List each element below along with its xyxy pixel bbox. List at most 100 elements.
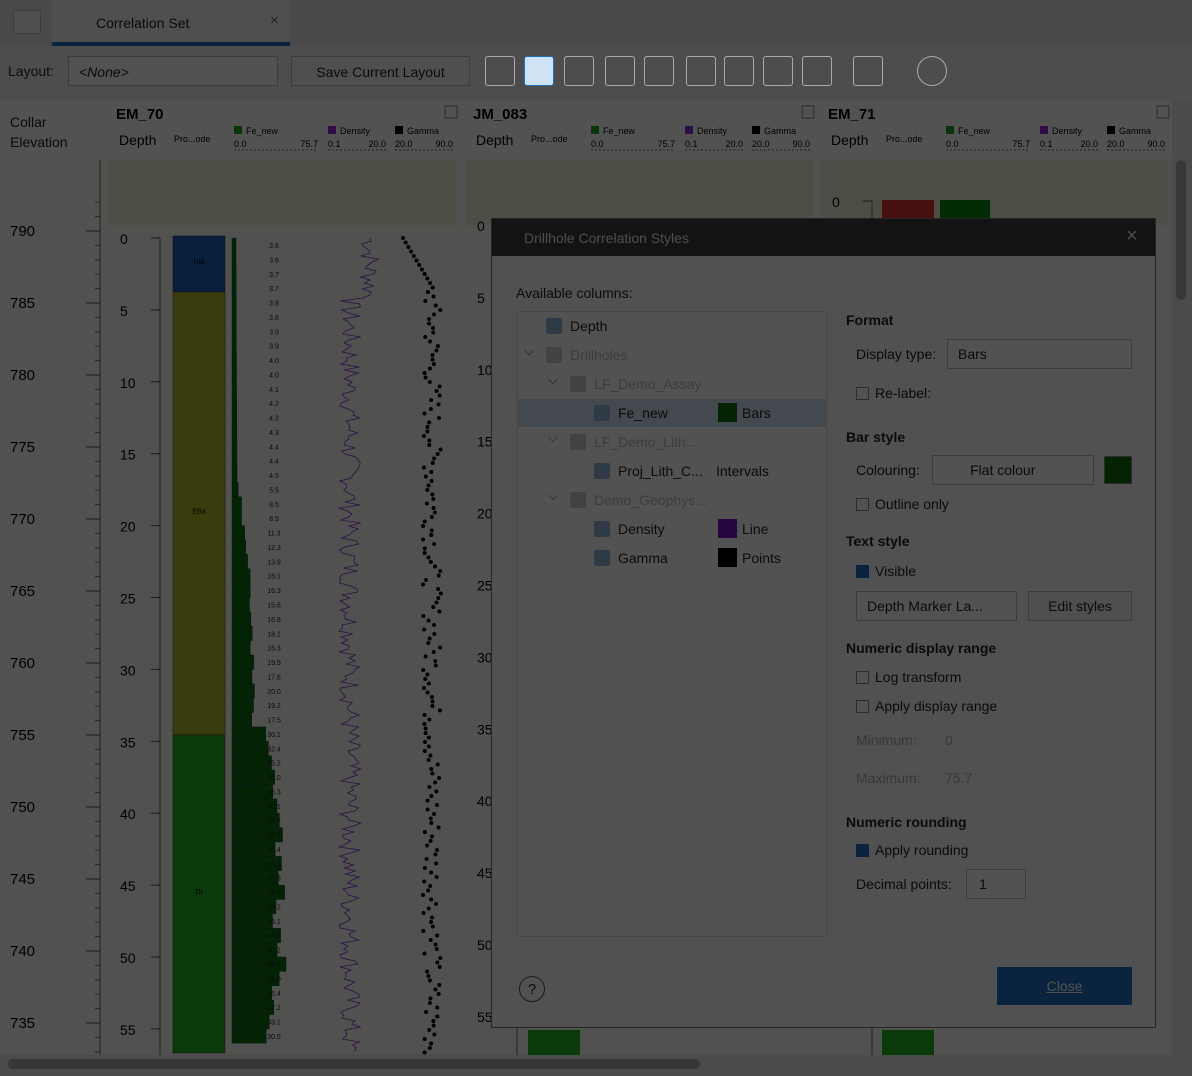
bar-style-heading: Bar style: [846, 429, 906, 445]
legend-max: 75.7: [1012, 139, 1030, 149]
toolbar-icon[interactable]: [524, 56, 554, 86]
gamma-point: [429, 794, 434, 798]
legend-max: 20.0: [725, 139, 743, 149]
elevation-tick-label: 735: [10, 1015, 35, 1032]
gamma-point: [429, 528, 434, 533]
gamma-point: [422, 411, 427, 416]
toolbar-icon[interactable]: [564, 56, 594, 86]
fe-bar-label: 4.0: [269, 372, 279, 379]
gamma-point: [432, 632, 437, 636]
minimum-label: Minimum:: [856, 732, 917, 748]
fe-bar-label: 36.3: [267, 789, 281, 796]
gamma-point: [429, 695, 434, 699]
legend-max: 20.0: [368, 139, 386, 149]
fe-bar: [231, 482, 239, 498]
toolbar-icon[interactable]: [644, 56, 674, 86]
gamma-point: [426, 974, 431, 978]
help-button[interactable]: ?: [519, 976, 545, 1002]
legend-min: 0.0: [234, 139, 247, 149]
fe-bar-label: 44.1: [267, 861, 281, 868]
gamma-point: [425, 690, 430, 695]
gamma-point: [426, 758, 431, 762]
save-layout-button[interactable]: Save Current Layout: [291, 56, 470, 86]
layout-select[interactable]: <None>: [68, 56, 278, 86]
toolbar-icon[interactable]: [605, 56, 635, 86]
legend-name: Density: [340, 126, 371, 136]
fe-bar-label: 32.4: [267, 746, 281, 753]
fe-bar: [231, 280, 237, 296]
gamma-point: [432, 812, 437, 816]
gamma-point: [417, 263, 422, 267]
h-scroll-thumb[interactable]: [8, 1059, 700, 1069]
gamma-point: [429, 479, 434, 483]
toolbar-icon[interactable]: [763, 56, 793, 86]
gamma-point: [425, 798, 430, 803]
fe-bar: [231, 525, 245, 541]
colouring-select[interactable]: Flat colour: [932, 455, 1094, 485]
legend-max: 75.7: [657, 139, 675, 149]
gamma-point: [424, 578, 429, 582]
gamma-point: [431, 362, 436, 366]
fe-bar: [231, 324, 237, 339]
checkbox[interactable]: [856, 671, 869, 684]
fe-bar-label: 40.1: [267, 804, 281, 811]
gamma-point: [421, 893, 426, 897]
text-style-select[interactable]: Depth Marker La...: [856, 591, 1017, 621]
gamma-point: [426, 906, 431, 911]
gamma-point: [427, 443, 432, 447]
gamma-point: [423, 375, 428, 380]
gamma-point: [427, 636, 432, 641]
legend-swatch: [685, 126, 693, 134]
legend-swatch: [591, 126, 599, 134]
display-type-label: Display type:: [856, 346, 937, 362]
fe-bar-label: 47.0: [267, 890, 281, 897]
gamma-point: [433, 942, 438, 947]
fe-bar: [231, 755, 272, 771]
elevation-tick-label: 785: [10, 295, 35, 312]
fe-bar-label: 3.8: [269, 301, 279, 308]
gamma-point: [429, 897, 434, 902]
toolbar-icon[interactable]: [917, 56, 947, 86]
gamma-point: [429, 533, 434, 537]
fe-bar: [231, 367, 237, 383]
gamma-point: [423, 677, 428, 681]
tab-close[interactable]: ×: [270, 12, 279, 29]
tab-menu[interactable]: [13, 10, 41, 34]
colour-swatch[interactable]: [1104, 456, 1132, 484]
toolbar-icon[interactable]: [853, 56, 883, 86]
fe-bar: [231, 511, 242, 526]
checkbox[interactable]: [856, 387, 869, 400]
hole-name: EM_71: [828, 106, 876, 123]
gamma-point: [423, 474, 428, 479]
gamma-point: [424, 1010, 429, 1014]
display-type-select[interactable]: Bars: [947, 339, 1132, 369]
gamma-point: [425, 276, 430, 281]
toolbar-icon[interactable]: [802, 56, 832, 86]
toolbar-icon[interactable]: [485, 56, 515, 86]
fe-bar: [231, 453, 238, 469]
gamma-point: [435, 960, 440, 965]
v-scroll-thumb[interactable]: [1176, 160, 1186, 300]
checkbox[interactable]: [856, 844, 869, 857]
log-transform-label: Log transform: [875, 669, 962, 685]
gamma-point: [437, 965, 442, 969]
edit-styles-button[interactable]: Edit styles: [1028, 591, 1132, 621]
fe-bar-label: 3.7: [269, 286, 279, 293]
checkbox[interactable]: [856, 700, 869, 713]
gamma-point: [429, 515, 434, 519]
fe-bar-label: 45.0: [267, 833, 281, 840]
toolbar-icon[interactable]: [686, 56, 716, 86]
fe-bar: [231, 568, 251, 584]
depth-tick-label: 5: [477, 290, 485, 306]
toolbar-icon[interactable]: [724, 56, 754, 86]
checkbox[interactable]: [856, 565, 869, 578]
close-button[interactable]: Close: [997, 967, 1132, 1005]
legend-name: Density: [697, 126, 728, 136]
checkbox[interactable]: [856, 498, 869, 511]
decimals-spinner[interactable]: 1: [966, 869, 1026, 899]
gamma-point: [433, 564, 438, 569]
fe-bar: [231, 439, 238, 454]
legend-min: 0.0: [946, 139, 959, 149]
fe-bar-label: 16.1: [267, 574, 281, 581]
fe-bar: [231, 496, 242, 512]
